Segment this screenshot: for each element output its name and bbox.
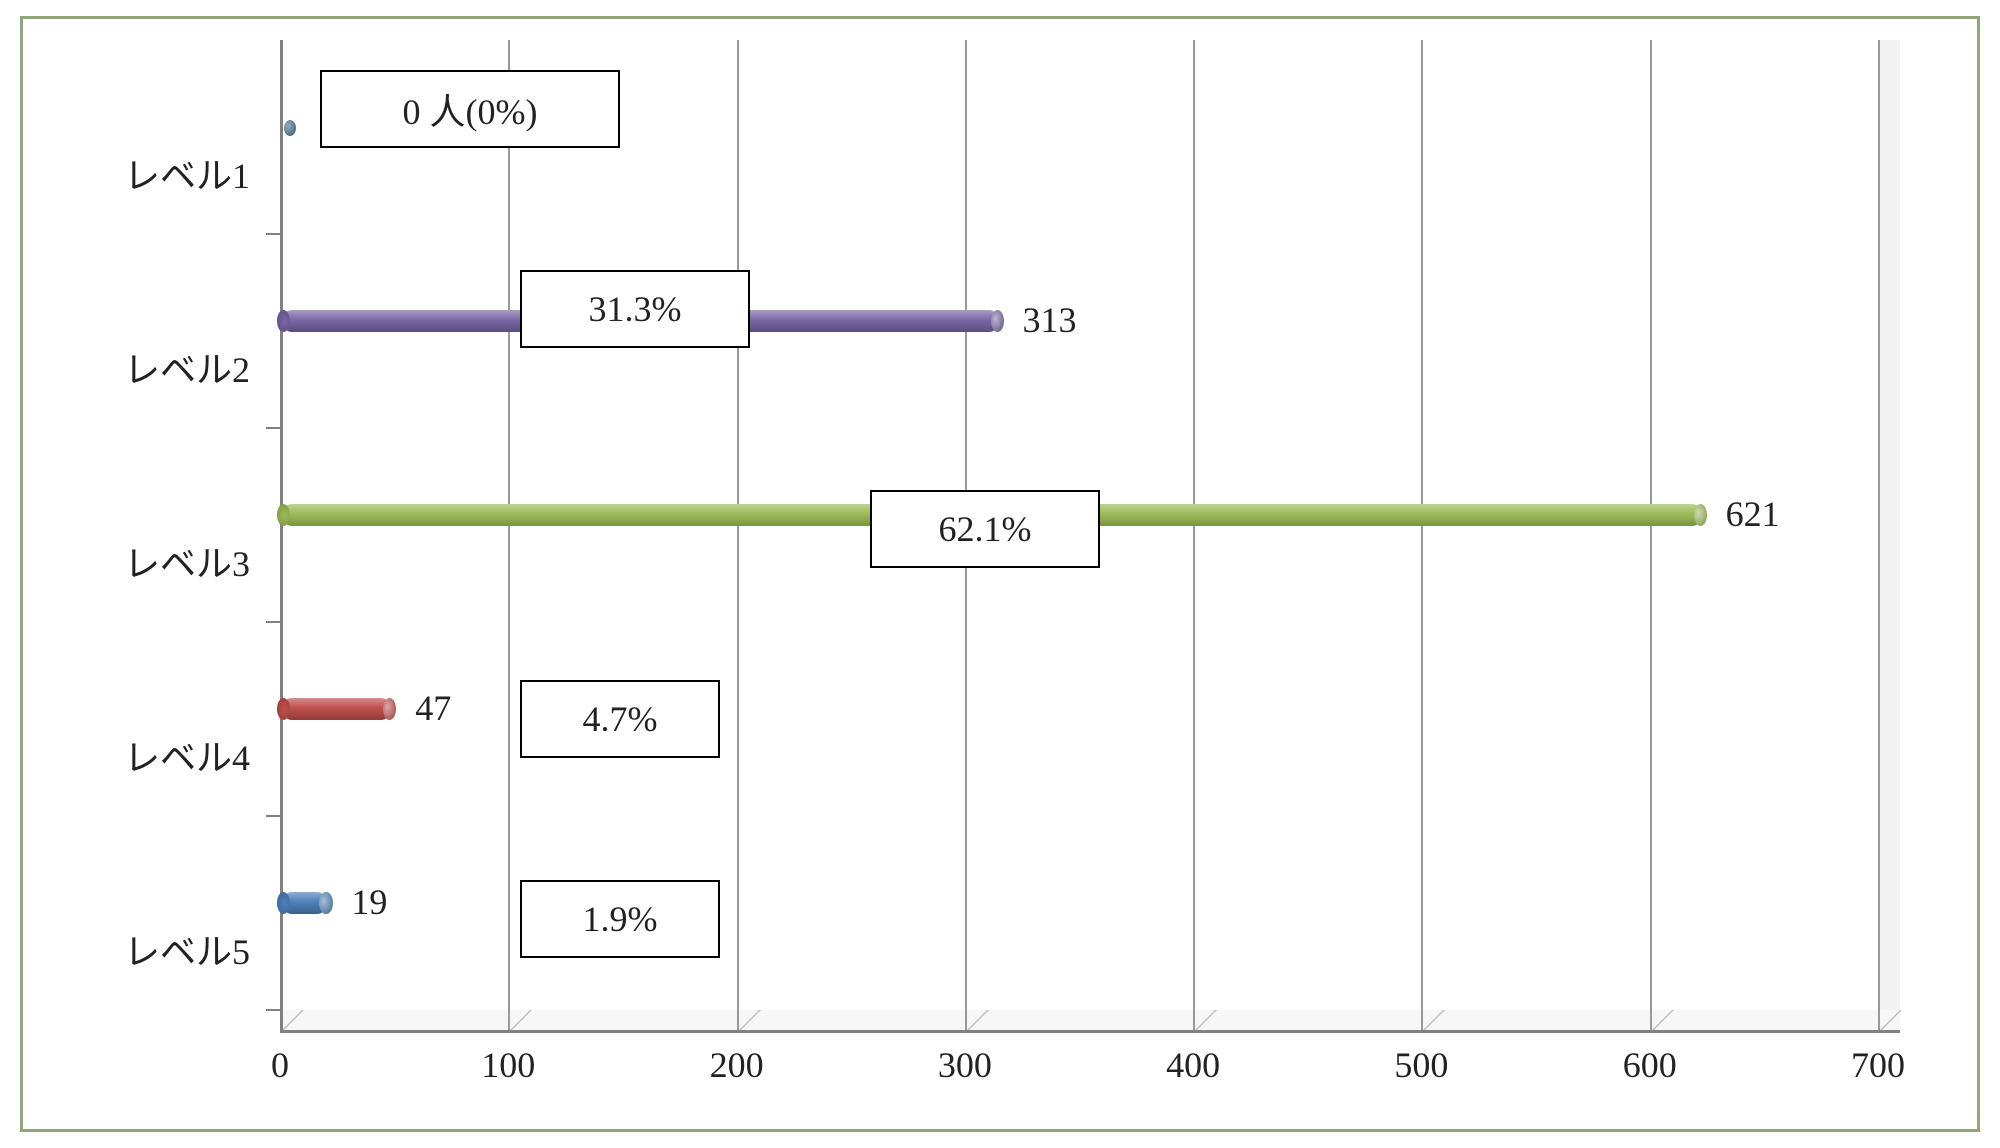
y-category-label: レベル2 — [40, 341, 250, 393]
x-tick-label: 0 — [220, 1044, 340, 1086]
y-tick — [266, 815, 280, 817]
bar — [283, 892, 326, 914]
bar-value-label: 621 — [1726, 493, 1780, 535]
y-category-label: レベル5 — [40, 923, 250, 975]
bar-end-cap — [1694, 504, 1707, 526]
x-tick-label: 100 — [448, 1044, 568, 1086]
y-axis-line — [280, 40, 283, 1032]
chart-outer-frame — [20, 16, 1980, 1132]
x-tick-label: 300 — [905, 1044, 1025, 1086]
bar-value-label: 313 — [1023, 299, 1077, 341]
bar-value-label: 47 — [415, 687, 451, 729]
y-tick — [266, 621, 280, 623]
y-category-label: レベル4 — [40, 729, 250, 781]
gridline-x — [737, 40, 739, 1032]
percentage-callout: 4.7% — [520, 680, 720, 758]
gridline-x — [1193, 40, 1195, 1032]
gridline-x — [508, 40, 510, 1032]
plot-floor — [280, 1010, 1900, 1032]
gridline-x — [1878, 40, 1880, 1032]
x-axis-line — [280, 1030, 1900, 1033]
plot-side-wall — [1878, 40, 1900, 1032]
percentage-callout: 0 人(0%) — [320, 70, 620, 148]
bar-body — [283, 698, 390, 720]
x-tick-label: 600 — [1590, 1044, 1710, 1086]
y-tick — [266, 233, 280, 235]
percentage-callout: 31.3% — [520, 270, 750, 348]
y-category-label: レベル1 — [40, 147, 250, 199]
x-tick-label: 500 — [1361, 1044, 1481, 1086]
x-tick-label: 400 — [1133, 1044, 1253, 1086]
x-tick-label: 700 — [1818, 1044, 1938, 1086]
gridline-x — [1421, 40, 1423, 1032]
percentage-callout: 1.9% — [520, 880, 720, 958]
bar-value-label: 19 — [351, 881, 387, 923]
bar — [283, 698, 390, 720]
x-tick-label: 200 — [677, 1044, 797, 1086]
percentage-callout: 62.1% — [870, 490, 1100, 568]
bar-end-cap — [991, 310, 1004, 332]
bar-end-cap — [319, 892, 332, 914]
gridline-x — [1650, 40, 1652, 1032]
y-tick — [266, 427, 280, 429]
y-category-label: レベル3 — [40, 535, 250, 587]
y-tick — [266, 1009, 280, 1011]
